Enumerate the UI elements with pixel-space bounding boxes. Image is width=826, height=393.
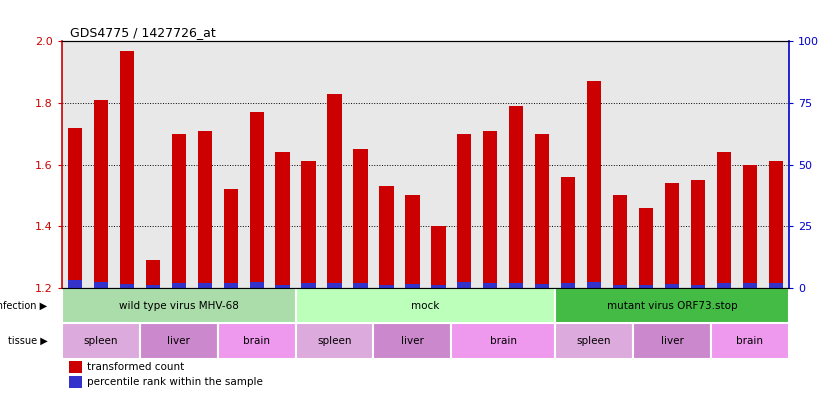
- Bar: [224, 283, 238, 288]
- Text: infection ▶: infection ▶: [0, 301, 47, 310]
- Bar: [145, 285, 160, 288]
- Text: liver: liver: [661, 336, 683, 346]
- Text: GDS4775 / 1427726_at: GDS4775 / 1427726_at: [70, 26, 216, 39]
- Bar: [587, 81, 601, 288]
- Text: tissue ▶: tissue ▶: [7, 336, 47, 346]
- Bar: [68, 280, 82, 288]
- Bar: [224, 189, 238, 288]
- Text: wild type virus MHV-68: wild type virus MHV-68: [119, 301, 239, 310]
- Bar: [69, 376, 83, 387]
- Bar: [691, 180, 705, 288]
- Bar: [509, 106, 524, 288]
- Bar: [327, 283, 342, 288]
- Text: spleen: spleen: [83, 336, 118, 346]
- Bar: [691, 285, 705, 288]
- Bar: [275, 285, 290, 288]
- Bar: [172, 134, 186, 288]
- Bar: [633, 323, 711, 359]
- Bar: [145, 260, 160, 288]
- Text: liver: liver: [401, 336, 424, 346]
- Bar: [665, 284, 679, 288]
- Bar: [535, 134, 549, 288]
- Bar: [638, 285, 653, 288]
- Bar: [62, 288, 296, 323]
- Bar: [379, 285, 393, 288]
- Text: brain: brain: [243, 336, 270, 346]
- Bar: [587, 282, 601, 288]
- Text: mock: mock: [411, 301, 439, 310]
- Bar: [561, 283, 575, 288]
- Bar: [561, 177, 575, 288]
- Bar: [535, 284, 549, 288]
- Text: transformed count: transformed count: [88, 362, 185, 373]
- Bar: [457, 281, 472, 288]
- Bar: [613, 195, 627, 288]
- Text: percentile rank within the sample: percentile rank within the sample: [88, 377, 263, 387]
- Bar: [638, 208, 653, 288]
- Bar: [431, 226, 445, 288]
- Bar: [93, 281, 108, 288]
- Bar: [373, 323, 451, 359]
- Bar: [197, 130, 211, 288]
- Bar: [406, 284, 420, 288]
- Bar: [711, 323, 789, 359]
- Bar: [457, 134, 472, 288]
- Bar: [555, 288, 789, 323]
- Bar: [62, 323, 140, 359]
- Bar: [743, 283, 757, 288]
- Bar: [379, 186, 393, 288]
- Bar: [327, 94, 342, 288]
- Text: liver: liver: [168, 336, 190, 346]
- Bar: [140, 323, 218, 359]
- Bar: [275, 152, 290, 288]
- Bar: [69, 361, 83, 373]
- Bar: [717, 152, 731, 288]
- Bar: [743, 165, 757, 288]
- Text: brain: brain: [737, 336, 763, 346]
- Bar: [483, 130, 497, 288]
- Bar: [717, 283, 731, 288]
- Text: spleen: spleen: [577, 336, 611, 346]
- Text: brain: brain: [490, 336, 517, 346]
- Bar: [93, 100, 108, 288]
- Bar: [172, 283, 186, 288]
- Bar: [483, 283, 497, 288]
- Bar: [197, 283, 211, 288]
- Bar: [769, 283, 783, 288]
- Bar: [68, 128, 82, 288]
- Bar: [296, 288, 555, 323]
- Bar: [120, 51, 134, 288]
- Bar: [451, 323, 555, 359]
- Bar: [555, 323, 633, 359]
- Bar: [354, 283, 368, 288]
- Bar: [613, 285, 627, 288]
- Bar: [301, 162, 316, 288]
- Bar: [431, 285, 445, 288]
- Bar: [296, 323, 373, 359]
- Bar: [249, 282, 263, 288]
- Bar: [665, 183, 679, 288]
- Bar: [120, 284, 134, 288]
- Bar: [218, 323, 296, 359]
- Text: spleen: spleen: [317, 336, 352, 346]
- Bar: [769, 162, 783, 288]
- Bar: [354, 149, 368, 288]
- Bar: [509, 283, 524, 288]
- Bar: [406, 195, 420, 288]
- Bar: [301, 283, 316, 288]
- Bar: [249, 112, 263, 288]
- Text: mutant virus ORF73.stop: mutant virus ORF73.stop: [607, 301, 738, 310]
